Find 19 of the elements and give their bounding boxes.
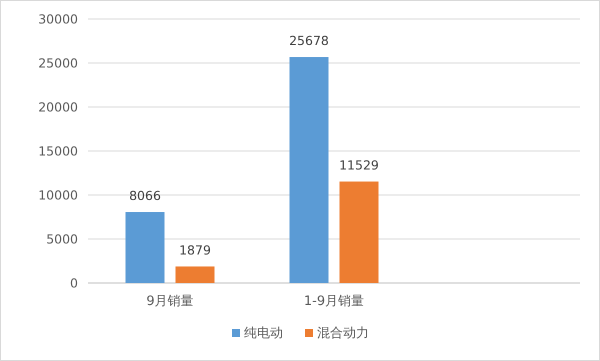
x-tick-label: 9月销量	[146, 294, 194, 309]
y-tick-label: 5000	[46, 232, 78, 246]
y-tick-label: 0	[70, 276, 78, 290]
bar	[340, 182, 378, 283]
y-tick-label: 10000	[38, 188, 78, 202]
y-tick-label: 30000	[38, 12, 78, 26]
bar	[126, 212, 164, 283]
y-tick-label: 15000	[38, 144, 78, 158]
bar	[290, 57, 328, 283]
legend-label: 混合动力	[317, 326, 369, 341]
data-label: 8066	[129, 188, 161, 204]
y-tick-label: 25000	[38, 56, 78, 70]
legend-label: 纯电动	[244, 326, 283, 341]
data-label: 11529	[339, 158, 379, 173]
bar	[176, 266, 214, 283]
data-label: 25678	[289, 33, 329, 48]
y-tick-label: 20000	[38, 100, 78, 114]
data-label: 1879	[179, 242, 211, 258]
x-tick-label: 1-9月销量	[304, 294, 364, 309]
